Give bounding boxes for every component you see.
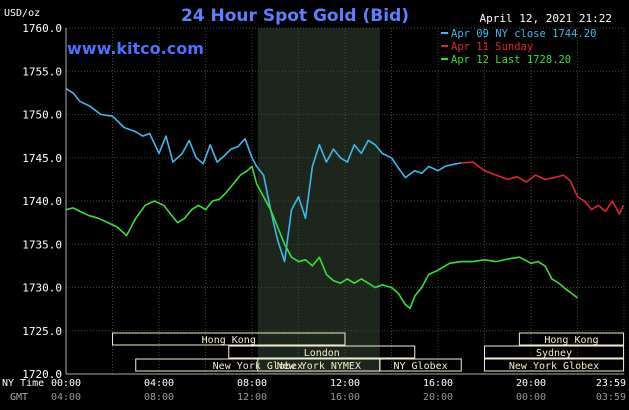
gmt-tick: 20:00	[423, 392, 453, 403]
y-tick-label: 1755.0	[22, 65, 62, 78]
y-tick-label: 1720.0	[22, 368, 62, 381]
y-tick-label: 1735.0	[22, 238, 62, 251]
session-box	[379, 358, 462, 372]
ny-time-tick: 23:59	[596, 378, 626, 389]
session-label: New York NYMEX	[277, 361, 361, 372]
unit-label: USD/oz	[4, 8, 40, 19]
grid	[65, 27, 625, 375]
gmt-tick: 00:00	[516, 392, 546, 403]
session-label: Hong Kong	[544, 335, 598, 346]
ny-time-tick: 16:00	[423, 378, 453, 389]
session-label: New York Globex	[509, 361, 599, 372]
y-tick-label: 1740.0	[22, 195, 62, 208]
session-label: London	[304, 348, 340, 359]
ny-time-tick: 12:00	[330, 378, 360, 389]
y-tick-label: 1725.0	[22, 325, 62, 338]
ny-time-label: NY Time	[2, 378, 44, 389]
session-label: Sydney	[536, 348, 572, 359]
ny-time-tick: 04:00	[144, 378, 174, 389]
session-box	[484, 358, 625, 372]
gmt-tick: 04:00	[51, 392, 81, 403]
session-label: Hong Kong	[202, 335, 256, 346]
trading-sessions: Hong Kong Hong Kong London Sydney New York G…	[112, 332, 625, 372]
legend-entry: Apr 12 Last 1728.20	[451, 54, 571, 66]
gmt-tick: 03:59	[596, 392, 626, 403]
ny-time-tick: 20:00	[516, 378, 546, 389]
legend-entry: Apr 09 NY close 1744.20	[451, 28, 596, 40]
site-label: www.kitco.com	[67, 39, 204, 58]
session-box	[112, 332, 346, 346]
y-tick-label: 1750.0	[22, 109, 62, 122]
gmt-tick: 12:00	[237, 392, 267, 403]
y-tick-label: 1745.0	[22, 152, 62, 165]
y-tick-label: 1760.0	[22, 22, 62, 35]
gmt-tick: 16:00	[330, 392, 360, 403]
session-box	[518, 332, 625, 346]
series-line	[461, 161, 625, 215]
gmt-label: GMT	[10, 392, 28, 403]
chart-title: 24 Hour Spot Gold (Bid)	[181, 6, 409, 26]
ny-time-tick: 00:00	[51, 378, 81, 389]
y-axis-ticks: 1760.0 1755.0 1750.0 1745.0 1740.0 1735.0 1730…	[22, 22, 62, 381]
session-box	[228, 345, 416, 359]
price-series	[65, 87, 625, 310]
series-line	[65, 165, 578, 310]
ny-time-tick: 08:00	[237, 378, 267, 389]
session-box	[484, 345, 625, 359]
y-tick-label: 1730.0	[22, 282, 62, 295]
gmt-tick: 08:00	[144, 392, 174, 403]
session-label: NY Globex	[393, 361, 447, 372]
timestamp: April 12, 2021 21:22	[480, 12, 612, 25]
legend-entry: Apr 11 Sunday	[451, 41, 533, 53]
x-axis-ticks: 00:00 04:00 04:00 08:00 08:00 12:00 12:00 16:00…	[51, 378, 626, 403]
